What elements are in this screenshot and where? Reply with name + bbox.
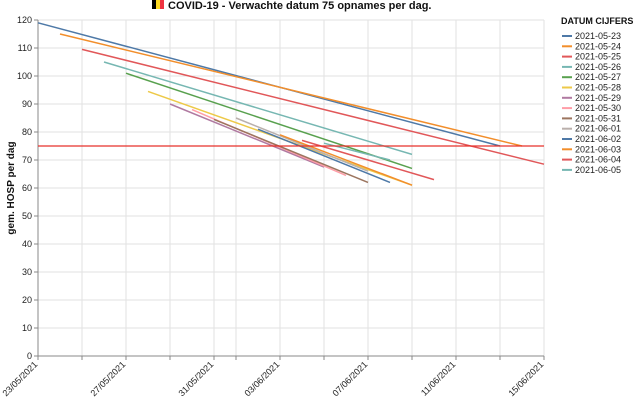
legend-label: 2021-05-31 — [575, 113, 621, 123]
y-tick-label: 100 — [17, 71, 32, 81]
series-line-2021-05-31 — [213, 118, 369, 184]
series-line-2021-06-02 — [257, 128, 391, 184]
y-tick-label: 30 — [22, 267, 32, 277]
legend-title: DATUM CIJFERS — [561, 16, 633, 26]
legend-label: 2021-05-30 — [575, 103, 621, 113]
y-tick-label: 60 — [22, 183, 32, 193]
y-tick-label: 10 — [22, 323, 32, 333]
y-tick-label: 80 — [22, 127, 32, 137]
y-tick-label: 90 — [22, 99, 32, 109]
legend-label: 2021-06-01 — [575, 124, 621, 134]
legend-label: 2021-05-27 — [575, 72, 621, 82]
series-line-2021-05-25 — [81, 48, 545, 165]
series-line-2021-05-27 — [125, 72, 413, 170]
legend-label: 2021-05-24 — [575, 41, 621, 51]
legend-label: 2021-05-23 — [575, 31, 621, 41]
series-line-2021-05-29 — [169, 103, 325, 168]
grid — [37, 19, 545, 357]
y-tick-label: 0 — [27, 351, 32, 361]
chart-title: COVID-19 - Verwachte datum 75 opnames pe… — [168, 0, 431, 12]
chart-title-group: COVID-19 - Verwachte datum 75 opnames pe… — [152, 0, 431, 12]
y-tick-label: 40 — [22, 239, 32, 249]
x-tick-label: 23/05/2021 — [0, 359, 39, 398]
series-line-2021-06-01 — [235, 117, 369, 172]
x-tick-label: 31/05/2021 — [176, 359, 215, 398]
y-axis-ticks: 0 10 20 30 40 50 60 70 80 90 100 110 120 — [17, 15, 38, 361]
legend-label: 2021-05-29 — [575, 93, 621, 103]
series-line-2021-06-03 — [279, 134, 413, 186]
y-tick-label: 50 — [22, 211, 32, 221]
legend-label: 2021-06-03 — [575, 144, 621, 154]
series-lines — [37, 22, 545, 186]
legend: DATUM CIJFERS 2021-05-232021-05-242021-0… — [561, 16, 633, 175]
series-line-2021-06-04 — [301, 139, 435, 181]
legend-label: 2021-06-04 — [575, 155, 621, 165]
x-tick-label: 15/06/2021 — [506, 359, 545, 398]
legend-label: 2021-06-05 — [575, 165, 621, 175]
series-line-2021-05-26 — [103, 61, 413, 156]
y-tick-label: 110 — [18, 43, 32, 53]
x-tick-label: 27/05/2021 — [88, 359, 127, 398]
x-tick-label: 11/06/2021 — [419, 359, 457, 397]
y-tick-label: 120 — [17, 15, 32, 25]
y-tick-label: 20 — [22, 295, 32, 305]
legend-label: 2021-06-02 — [575, 134, 621, 144]
legend-label: 2021-05-26 — [575, 62, 621, 72]
belgium-flag-icon — [152, 0, 164, 9]
y-axis-label: gem. HOSP per dag — [6, 141, 17, 234]
x-tick-label: 07/06/2021 — [330, 359, 369, 398]
legend-label: 2021-05-28 — [575, 83, 621, 93]
x-axis-ticks: 23/05/2021 27/05/2021 31/05/2021 03/06/2021… — [0, 356, 545, 398]
series-line-2021-05-24 — [59, 33, 523, 147]
y-tick-label: 70 — [22, 155, 32, 165]
x-tick-label: 03/06/2021 — [242, 359, 281, 398]
legend-label: 2021-05-25 — [575, 52, 621, 62]
